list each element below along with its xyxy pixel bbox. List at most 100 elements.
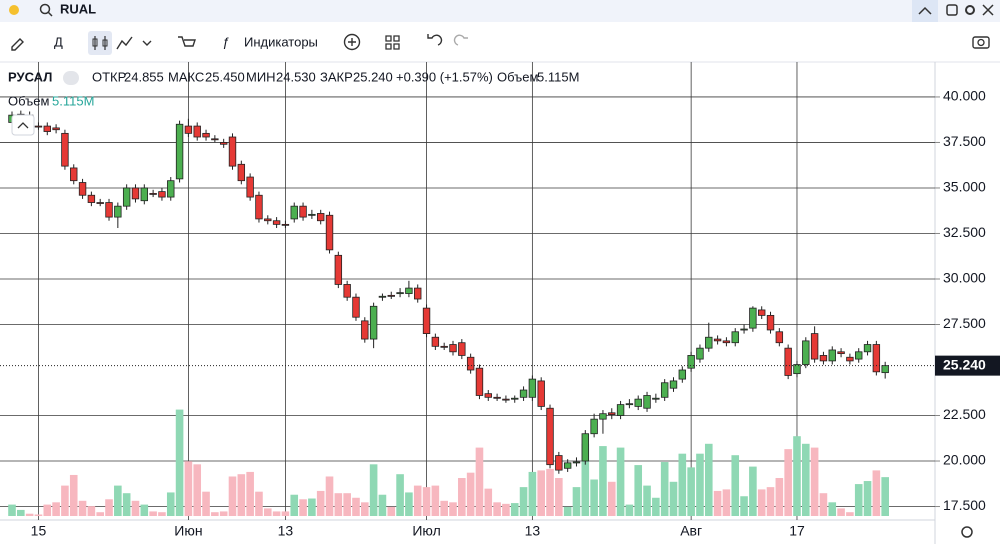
legend-low: 24.530 — [276, 69, 316, 84]
candle-body — [405, 287, 413, 294]
volume-bar — [422, 487, 431, 516]
volume-bar — [69, 474, 78, 516]
cart-button[interactable] — [178, 36, 196, 47]
volume-bar — [793, 436, 801, 516]
volume-bar — [43, 504, 52, 516]
indicators-button[interactable]: Индикаторы — [244, 34, 318, 49]
volume-bar — [678, 453, 687, 516]
layout-button[interactable] — [385, 35, 400, 50]
candle-body — [290, 205, 298, 220]
volume-bar — [246, 471, 254, 516]
volume-bar — [722, 489, 731, 516]
volume-bar — [202, 491, 210, 516]
volume-bar — [343, 493, 351, 516]
candles-button[interactable] — [88, 31, 112, 55]
axis-settings[interactable] — [961, 526, 973, 538]
screenshot-button[interactable] — [972, 36, 990, 49]
candle-body — [316, 213, 325, 222]
collapse-button[interactable] — [912, 0, 938, 22]
search-icon-handle — [47, 11, 53, 17]
volume-bar — [272, 511, 281, 516]
candle-body — [537, 380, 545, 407]
volume-bar — [281, 511, 290, 516]
fx-icon: ƒ — [222, 34, 229, 49]
volume-bar — [158, 512, 166, 516]
volume-bar — [334, 493, 343, 516]
volume-bar — [837, 508, 845, 516]
volume-bar — [34, 514, 43, 516]
candle-body — [325, 214, 334, 251]
candle-body — [546, 407, 554, 466]
candle-body — [96, 202, 104, 204]
candle-body — [175, 123, 184, 180]
top-bar — [0, 0, 1000, 22]
x-tick-label: 17 — [789, 523, 805, 539]
close-button[interactable] — [982, 4, 994, 16]
candle-body — [387, 294, 395, 297]
candle-body — [475, 367, 484, 396]
window-dot — [9, 5, 19, 15]
volume-bar — [78, 500, 87, 516]
volume-bar — [237, 474, 246, 516]
volume-bar — [440, 500, 448, 516]
volume-bar — [581, 443, 590, 516]
redo-button[interactable] — [453, 34, 468, 46]
add-button[interactable] — [343, 33, 361, 51]
candle-body — [696, 347, 704, 360]
search-icon[interactable] — [39, 3, 51, 15]
candle-body — [616, 404, 625, 416]
volume-bar — [546, 468, 554, 516]
candle-body — [211, 138, 219, 141]
legend-hide[interactable] — [63, 71, 79, 85]
volume-legend-label: Объем — [8, 93, 49, 108]
volume-bar — [854, 484, 863, 516]
volume-bar — [784, 449, 792, 516]
volume-bar — [704, 443, 713, 516]
chart-type-button[interactable] — [116, 36, 133, 50]
candles-icon-body — [92, 38, 98, 47]
volume-bar — [114, 485, 122, 516]
volume-bar — [802, 443, 810, 516]
volume-bar — [140, 504, 149, 516]
volume-bar — [175, 409, 184, 516]
candles-icon-body — [102, 39, 108, 47]
legend-collapse[interactable] — [11, 114, 35, 136]
volume-bar — [25, 513, 34, 516]
candle-body — [652, 397, 660, 400]
price-axis: 40.000 37.500 35.000 32.500 30.000 27.500 22.5… — [943, 88, 986, 514]
settings-button[interactable] — [965, 5, 975, 15]
x-tick-label: 15 — [31, 523, 47, 539]
candle-body — [396, 292, 404, 295]
volume-bar — [537, 470, 545, 516]
volume-bar — [387, 506, 396, 516]
candle-body — [114, 205, 122, 218]
legend-high-label: МАКС — [168, 69, 204, 84]
symbol[interactable]: RUAL — [60, 1, 96, 16]
candle-body — [272, 220, 281, 225]
candle-body — [281, 223, 290, 226]
volume-bar — [810, 447, 819, 516]
candle-body — [625, 403, 634, 406]
candle-body — [299, 205, 307, 218]
window-button[interactable] — [946, 4, 958, 16]
candle-body — [378, 295, 387, 298]
candle-body — [775, 331, 784, 344]
draw-tool[interactable] — [11, 38, 24, 51]
undo-button[interactable] — [427, 34, 443, 46]
candle-body — [255, 194, 263, 220]
chart-type-menu[interactable] — [142, 40, 152, 46]
candle-body — [669, 380, 678, 389]
volume-bar — [378, 494, 387, 516]
volume-bar — [775, 478, 784, 516]
volume-bar — [8, 504, 16, 516]
volume-bar — [484, 488, 493, 516]
volume-bar — [308, 498, 316, 516]
candle-body — [449, 344, 457, 353]
volume-bar — [881, 477, 889, 516]
candle-body — [202, 132, 210, 138]
y-tick-label: 40.000 — [943, 88, 986, 104]
legend-change: +0.390 (+1.57%) — [396, 69, 493, 84]
volume-bar — [625, 504, 634, 516]
interval[interactable]: Д — [54, 34, 63, 49]
